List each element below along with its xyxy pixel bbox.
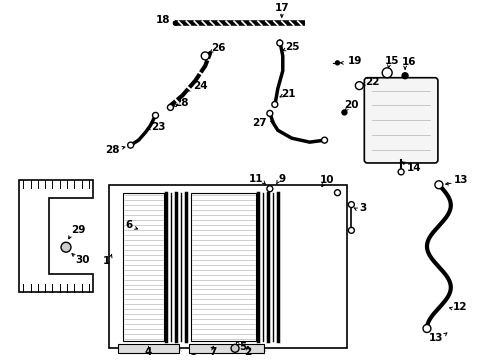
Circle shape — [434, 181, 442, 189]
Circle shape — [382, 68, 391, 78]
Text: 18: 18 — [156, 15, 170, 25]
Text: 3: 3 — [359, 203, 366, 212]
Circle shape — [231, 345, 239, 352]
Text: 19: 19 — [347, 56, 362, 66]
Circle shape — [127, 142, 133, 148]
Text: 22: 22 — [364, 77, 379, 87]
Text: 14: 14 — [406, 163, 421, 173]
Text: 21: 21 — [281, 89, 295, 99]
Text: 2: 2 — [244, 347, 251, 357]
Bar — [191, 193, 255, 341]
Circle shape — [266, 186, 272, 192]
Text: 6: 6 — [125, 220, 132, 230]
Text: 20: 20 — [344, 100, 358, 111]
Text: 12: 12 — [451, 302, 466, 312]
Text: 27: 27 — [252, 118, 266, 128]
Circle shape — [334, 190, 340, 196]
Text: 24: 24 — [193, 81, 207, 91]
Circle shape — [271, 102, 277, 107]
Circle shape — [347, 202, 354, 208]
Text: 17: 17 — [274, 3, 288, 13]
Circle shape — [397, 169, 403, 175]
Text: 4: 4 — [144, 347, 152, 357]
Text: 15: 15 — [384, 56, 399, 66]
Text: 25: 25 — [285, 42, 299, 52]
Circle shape — [266, 111, 272, 116]
Bar — [118, 345, 179, 353]
Text: 11: 11 — [248, 174, 263, 184]
Circle shape — [173, 21, 177, 25]
Circle shape — [321, 137, 327, 143]
Circle shape — [347, 228, 354, 233]
Text: 13: 13 — [452, 175, 467, 185]
Text: 8: 8 — [189, 347, 197, 357]
Text: 26: 26 — [210, 43, 225, 53]
FancyBboxPatch shape — [364, 78, 437, 163]
Circle shape — [61, 242, 71, 252]
Text: 28: 28 — [105, 145, 120, 155]
Circle shape — [201, 52, 209, 60]
Text: 1: 1 — [103, 256, 110, 266]
Text: 23: 23 — [151, 122, 165, 132]
Text: 13: 13 — [428, 333, 442, 343]
Text: 28: 28 — [174, 99, 188, 108]
Circle shape — [422, 324, 430, 332]
Text: 9: 9 — [278, 174, 285, 184]
Text: 5: 5 — [239, 342, 246, 352]
Text: 30: 30 — [76, 255, 90, 265]
Circle shape — [276, 40, 282, 46]
Text: 16: 16 — [401, 57, 415, 67]
Circle shape — [335, 61, 339, 65]
Circle shape — [152, 112, 158, 118]
Circle shape — [401, 73, 407, 79]
Bar — [108, 185, 346, 348]
Text: 7: 7 — [209, 347, 216, 357]
Bar — [122, 193, 164, 341]
Text: 29: 29 — [71, 225, 85, 235]
Circle shape — [167, 104, 173, 111]
Circle shape — [341, 110, 346, 115]
Circle shape — [355, 82, 363, 90]
Bar — [189, 345, 264, 353]
Polygon shape — [19, 180, 93, 292]
Text: 10: 10 — [320, 175, 334, 185]
